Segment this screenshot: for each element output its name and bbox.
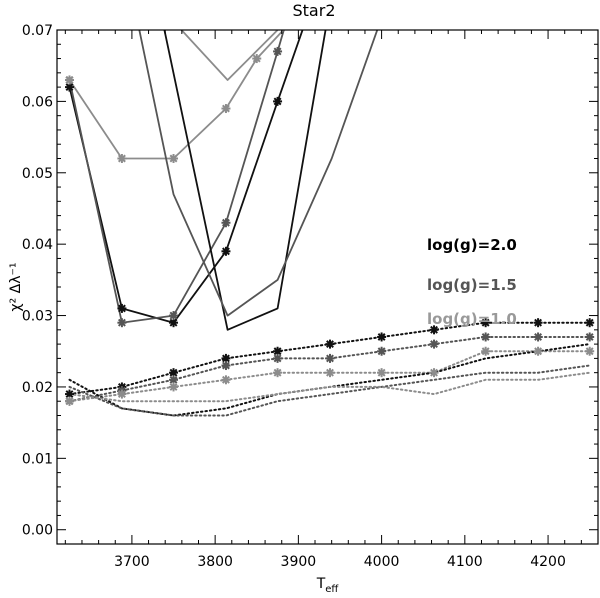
data-point [221,218,231,228]
data-point [169,368,179,378]
y-tick-label: 0.02 [22,380,53,396]
x-tick-label: 4100 [447,554,483,570]
data-point [169,311,179,321]
legend-entry: log(g)=1.5 [427,276,517,294]
x-axis-label-subscript: eff [325,584,339,595]
data-point [221,104,231,114]
data-point [377,346,387,356]
data-point [169,382,179,392]
legend-entry: log(g)=1.0 [427,310,517,328]
y-tick-label: 0.07 [22,23,53,39]
x-tick-label: 4000 [364,554,400,570]
data-point [325,353,335,363]
legend-entry: log(g)=2.0 [427,236,517,254]
data-point [585,332,595,342]
data-point [377,332,387,342]
data-point [117,389,127,399]
series-line-logg-1-5-solid [138,30,379,317]
data-point [429,339,439,349]
y-tick-label: 0.06 [22,94,53,110]
series-line-logg-1-0-solid [68,30,285,160]
data-point [221,361,231,371]
data-point [533,332,543,342]
data-point [273,368,283,378]
x-tick-label: 3800 [197,554,233,570]
data-point [533,318,543,328]
y-axis-label: χ² Δλ⁻¹ [8,262,24,311]
y-tick-label: 0.05 [22,166,53,182]
data-point [325,368,335,378]
data-point [377,368,387,378]
data-point [481,346,491,356]
data-point [169,154,179,163]
marker-layer [64,46,595,406]
data-point [585,346,595,356]
data-point [117,303,127,313]
legend: log(g)=2.0 log(g)=1.5 log(g)=1.0 [427,236,517,328]
y-tick-label: 0.03 [22,309,53,325]
series-line-logg-2-0-solid [163,30,327,331]
data-point [481,318,491,328]
y-tick-label: 0.04 [22,237,53,253]
series-line-logg-1-0-solid [180,30,279,81]
y-tick-label: 0.00 [22,523,53,539]
y-tick-label: 0.01 [22,451,53,467]
data-point [64,75,74,85]
data-point [273,96,283,106]
data-point [117,318,127,328]
x-tick-label: 3700 [114,554,150,570]
x-axis-label: Teff [316,576,340,595]
data-point [273,46,283,56]
data-point [429,368,439,378]
data-point [221,246,231,256]
series-line-logg-1-5-solid [68,30,285,324]
tick-layer: 3700 3800 3900 4000 4100 4200 0.00 0.01 0.02 0.03… [22,23,599,570]
data-point [273,353,283,363]
x-axis-label-main: T [316,576,326,592]
data-point [481,332,491,342]
data-point [585,318,595,328]
data-point [252,54,262,64]
data-point [429,325,439,335]
data-point [221,375,231,385]
chart-title: Star2 [293,1,336,20]
data-point [117,154,127,163]
x-tick-label: 3900 [281,554,317,570]
series-line-logg-1-0-dotted [68,371,591,403]
data-point [64,396,74,406]
data-point [533,346,543,356]
x-tick-label: 4200 [530,554,566,570]
series-line-logg-1-5-dotted [68,364,591,417]
data-point [325,339,335,349]
series-line-logg-2-0-solid [68,30,304,324]
